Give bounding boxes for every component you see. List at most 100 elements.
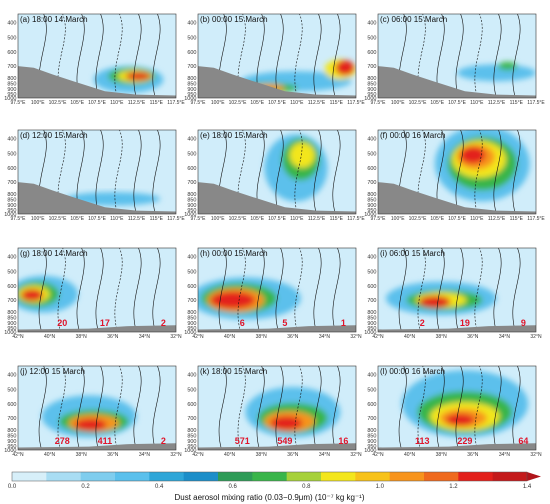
panel-d: (d) 12:00 15 March4005006007008008509009…: [4, 129, 185, 222]
x-tick-label: 105°E: [70, 100, 84, 106]
x-tick-label: 117.5°E: [347, 100, 365, 106]
x-tick-label: 117.5°E: [347, 216, 365, 222]
x-tick-label: 40°N: [224, 452, 236, 458]
y-tick-label: 700: [7, 180, 16, 186]
contour-line: [95, 248, 104, 332]
y-tick-label: 950: [187, 326, 196, 332]
y-tick-label: 950: [7, 326, 16, 332]
contour-line: [332, 14, 341, 98]
x-tick-label: 100°E: [211, 100, 225, 106]
panel-title: (d) 12:00 15 March: [20, 131, 88, 140]
panel-k: (k) 18:00 15 March 400 500 600 700 8008509009…: [184, 365, 362, 458]
wind-contours: [38, 248, 161, 332]
y-tick-label: 900: [7, 203, 16, 209]
contour-line: [455, 366, 464, 450]
x-tick-label: 105°E: [430, 216, 444, 222]
dust-contour-fill: [210, 291, 255, 309]
colorbar-swatch: [492, 472, 528, 481]
contour-line: [237, 248, 246, 332]
y-tick-label: 850: [187, 82, 196, 88]
x-tick-label: 38°N: [256, 452, 268, 458]
x-tick-label: 102.5°E: [409, 100, 428, 106]
contour-line: [398, 366, 407, 450]
y-tick-label: 1000: [184, 96, 196, 102]
x-tick-label: 32°N: [350, 334, 362, 340]
transport-flux-label: 19: [460, 318, 470, 328]
dust-plume: [245, 387, 341, 438]
contour-line: [256, 366, 265, 450]
y-tick-label: 500: [187, 36, 196, 42]
x-tick-label: 97.5°E: [10, 216, 26, 222]
x-tick-label: 112.5°E: [308, 100, 326, 106]
panel-e: (e) 18:00 15 March4005006007008008509009…: [184, 129, 365, 222]
y-tick-label: 850: [187, 198, 196, 204]
dust-contour-fill: [445, 413, 475, 426]
y-tick-label: 850: [367, 198, 376, 204]
y-tick-label: 700: [367, 180, 376, 186]
y-tick-label: 400: [187, 20, 196, 26]
y-tick-label: 850: [7, 434, 16, 440]
y-tick-label: 850: [7, 82, 16, 88]
panel-f: (f) 00:00 16 March4005006007008008509009…: [364, 129, 545, 222]
panel-frame: [17, 13, 177, 99]
y-tick-label: 500: [367, 152, 376, 158]
y-tick-label: 600: [7, 402, 16, 408]
colorbar-swatch: [149, 472, 185, 481]
y-tick-label: 500: [367, 388, 376, 394]
panel-frame: [197, 129, 357, 215]
y-tick-label: 600: [7, 284, 16, 290]
x-tick-label: 107.5°E: [88, 100, 107, 106]
y-tick-label: 1000: [364, 96, 376, 102]
panel-c: (c) 06:00 15 March4005006007008008509009…: [364, 13, 545, 106]
y-tick-label: 800: [7, 428, 16, 434]
terrain: [378, 66, 536, 98]
contour-line: [114, 366, 123, 450]
x-tick-label: 112.5°E: [488, 100, 506, 106]
contour-line: [256, 248, 265, 332]
contour-line: [95, 14, 104, 98]
y-tick-label: 950: [187, 444, 196, 450]
contour-line: [114, 14, 123, 98]
contour-line: [474, 14, 483, 98]
colorbar-tick-label: 0.8: [302, 484, 311, 490]
x-tick-label: 97.5°E: [370, 100, 386, 106]
x-tick-label: 105°E: [430, 100, 444, 106]
contour-line: [313, 248, 322, 332]
x-tick-label: 102.5°E: [229, 216, 248, 222]
x-tick-label: 100°E: [31, 216, 45, 222]
terrain: [198, 66, 356, 98]
x-tick-label: 112.5°E: [488, 216, 506, 222]
y-tick-label: 700: [7, 64, 16, 70]
x-tick-label: 40°N: [44, 334, 56, 340]
x-tick-label: 34°N: [499, 334, 511, 340]
contour-line: [275, 248, 284, 332]
transport-flux-label: 229: [457, 436, 472, 446]
x-tick-label: 32°N: [350, 452, 362, 458]
x-tick-label: 105°E: [250, 100, 264, 106]
y-tick-label: 400: [187, 254, 196, 260]
y-tick-label: 600: [187, 50, 196, 56]
y-tick-label: 700: [367, 416, 376, 422]
y-tick-label: 700: [187, 180, 196, 186]
panel-title: (j) 12:00 15 March: [20, 367, 85, 376]
panel-j: (j) 12:00 15 March 400 500 600 700 8008509009…: [4, 365, 182, 458]
y-tick-label: 600: [367, 166, 376, 172]
terrain: [18, 182, 176, 214]
y-tick-label: 500: [187, 388, 196, 394]
y-tick-label: 700: [367, 64, 376, 70]
x-tick-label: 32°N: [170, 334, 182, 340]
x-tick-label: 115°E: [150, 100, 164, 106]
x-tick-label: 105°E: [250, 216, 264, 222]
y-tick-label: 800: [187, 192, 196, 198]
y-tick-label: 700: [367, 298, 376, 304]
y-tick-label: 1000: [184, 330, 196, 336]
y-tick-label: 850: [367, 316, 376, 322]
x-tick-label: 34°N: [319, 334, 331, 340]
y-tick-label: 700: [7, 416, 16, 422]
contour-line: [417, 14, 426, 98]
panel-title: (l) 00:00 16 March: [380, 367, 445, 376]
contour-line: [436, 248, 445, 332]
contour-line: [417, 130, 426, 214]
panel-title: (h) 00:00 15 March: [200, 249, 268, 258]
